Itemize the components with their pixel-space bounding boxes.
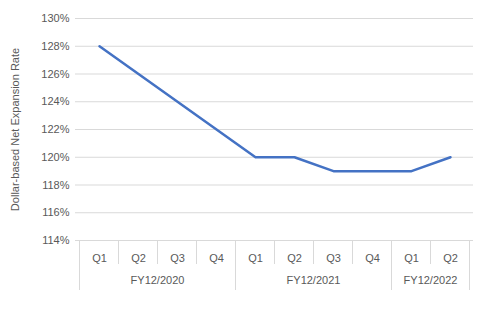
- svg-text:FY12/2021: FY12/2021: [287, 274, 341, 286]
- svg-text:130%: 130%: [41, 12, 69, 24]
- svg-text:FY12/2020: FY12/2020: [131, 274, 185, 286]
- svg-text:120%: 120%: [41, 151, 69, 163]
- svg-text:128%: 128%: [41, 40, 69, 52]
- svg-text:122%: 122%: [41, 123, 69, 135]
- svg-text:Dollar-based Net Expansion Rat: Dollar-based Net Expansion Rate: [9, 48, 21, 211]
- svg-text:Q2: Q2: [443, 252, 458, 264]
- svg-text:Q4: Q4: [209, 252, 224, 264]
- svg-text:126%: 126%: [41, 68, 69, 80]
- svg-text:Q1: Q1: [404, 252, 419, 264]
- svg-text:118%: 118%: [42, 179, 70, 191]
- svg-text:Q3: Q3: [326, 252, 341, 264]
- svg-text:114%: 114%: [42, 234, 70, 246]
- svg-text:124%: 124%: [41, 95, 69, 107]
- svg-text:116%: 116%: [42, 206, 70, 218]
- svg-text:Q4: Q4: [365, 252, 380, 264]
- svg-text:Q3: Q3: [170, 252, 185, 264]
- svg-text:FY12/2022: FY12/2022: [404, 274, 458, 286]
- svg-text:Q2: Q2: [131, 252, 146, 264]
- svg-text:Q1: Q1: [92, 252, 107, 264]
- svg-text:Q1: Q1: [248, 252, 263, 264]
- svg-text:Q2: Q2: [287, 252, 302, 264]
